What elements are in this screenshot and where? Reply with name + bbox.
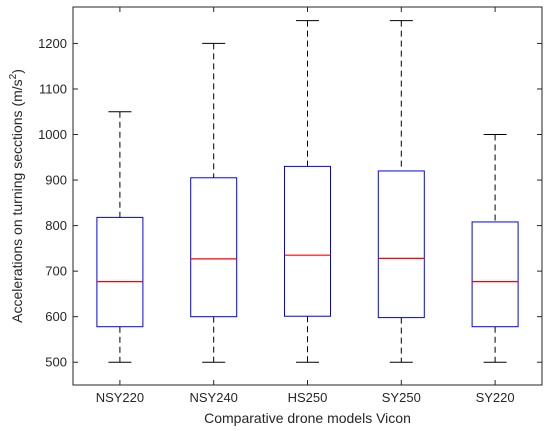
box-iqr bbox=[190, 177, 238, 318]
y-tick-label: 500 bbox=[45, 355, 67, 370]
box-iqr bbox=[471, 221, 519, 328]
tick-group: 500 600 700 800 900 1000 1100 1200 NSY220 NSY240 H… bbox=[38, 7, 542, 405]
box-iqr bbox=[377, 170, 425, 319]
box-iqr bbox=[96, 216, 144, 328]
y-tick-label: 800 bbox=[45, 218, 67, 233]
y-tick-label: 1100 bbox=[39, 81, 67, 96]
box-group bbox=[96, 20, 519, 363]
box-iqr bbox=[284, 165, 331, 317]
x-axis-label: Comparative drone models Vicon bbox=[204, 410, 411, 426]
y-axis-label-main: Accelerations on turning secctions (m/s bbox=[9, 79, 25, 323]
y-axis-label-superscript: 2 bbox=[8, 73, 19, 79]
x-tick-label: NSY220 bbox=[96, 390, 144, 405]
y-axis-label-close: ) bbox=[9, 69, 25, 74]
x-tick-label: NSY240 bbox=[189, 390, 237, 405]
y-tick-label: 900 bbox=[45, 173, 67, 188]
y-tick-label: 1000 bbox=[38, 127, 67, 142]
y-axis-label: Accelerations on turning secctions (m/s2… bbox=[8, 69, 25, 323]
y-tick-label: 600 bbox=[45, 309, 67, 324]
y-tick-label: 700 bbox=[45, 264, 67, 279]
x-tick-label: HS250 bbox=[288, 390, 328, 405]
y-tick-label: 1200 bbox=[38, 36, 67, 51]
x-tick-label: SY220 bbox=[476, 390, 515, 405]
x-tick-label: SY250 bbox=[382, 390, 421, 405]
